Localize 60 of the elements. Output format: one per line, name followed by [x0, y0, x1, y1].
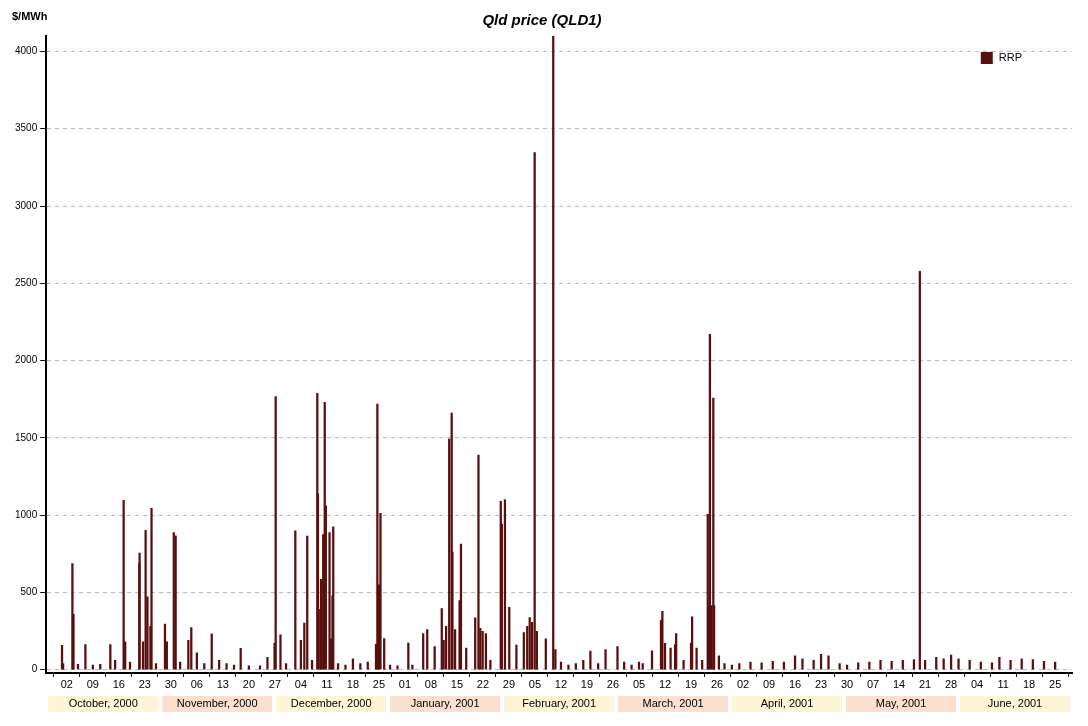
- x-tick-label: 27: [268, 678, 282, 691]
- x-tick-label: 30: [164, 678, 177, 691]
- x-tick-label: 14: [892, 678, 906, 691]
- x-tick-label: 26: [710, 678, 724, 691]
- x-tick-label: 12: [658, 678, 672, 691]
- x-tick-label: 16: [788, 678, 802, 691]
- x-tick-label: 04: [970, 678, 984, 691]
- x-tick-label: 30: [840, 678, 854, 691]
- x-tick-label: 02: [736, 678, 750, 691]
- y-tick-label: 0: [31, 663, 38, 675]
- x-tick-label: 09: [86, 678, 99, 691]
- x-tick-label: 19: [580, 678, 594, 691]
- x-tick-label: 11: [321, 678, 333, 691]
- text: December, 2000: [290, 697, 372, 710]
- text: March, 2001: [642, 697, 704, 710]
- x-tick-label: 21: [918, 678, 932, 691]
- y-tick-label: 3000: [15, 199, 38, 211]
- text: November, 2000: [176, 697, 258, 710]
- x-tick-label: 25: [1049, 678, 1062, 691]
- x-tick-label: 18: [1023, 678, 1036, 691]
- y-tick-label: 1000: [15, 508, 38, 520]
- x-tick-label: 20: [242, 678, 256, 691]
- x-tick-label: 12: [554, 678, 568, 691]
- text: April, 2001: [760, 697, 814, 710]
- y-tick-label: 4000: [15, 45, 38, 57]
- chart-title: Qld price (QLD1): [482, 11, 602, 29]
- x-tick-label: 26: [606, 678, 620, 691]
- x-tick-label: 07: [866, 678, 880, 691]
- y-tick-label: 1500: [15, 431, 38, 443]
- y-tick-label: 500: [20, 586, 38, 598]
- x-tick-label: 04: [294, 678, 308, 691]
- x-tick-label: 28: [944, 678, 958, 691]
- x-tick-label: 09: [762, 678, 776, 691]
- x-tick-label: 05: [528, 678, 542, 691]
- x-tick-label: 02: [60, 678, 73, 691]
- legend-label: RRP: [998, 51, 1023, 64]
- x-tick-label: 18: [346, 678, 360, 691]
- y-tick-label: 3500: [15, 122, 38, 134]
- y-tick-label: 2500: [15, 277, 38, 289]
- x-tick-label: 15: [450, 678, 464, 691]
- text: June, 2001: [987, 697, 1043, 710]
- text: January, 2001: [410, 697, 480, 710]
- text: October, 2000: [68, 697, 138, 710]
- text: May, 2001: [875, 697, 927, 710]
- x-tick-label: 16: [112, 678, 125, 691]
- y-axis-title: $/MWh: [12, 10, 48, 22]
- x-tick-label: 22: [476, 678, 490, 691]
- x-tick-label: 08: [424, 678, 438, 691]
- x-tick-label: 13: [216, 678, 229, 691]
- x-tick-label: 25: [372, 678, 386, 691]
- x-tick-label: 06: [190, 678, 203, 691]
- x-tick-label: 23: [814, 678, 828, 691]
- x-tick-label: 01: [398, 678, 412, 691]
- x-tick-label: 23: [138, 678, 151, 691]
- text: February, 2001: [522, 697, 597, 710]
- x-tick-label: 05: [632, 678, 646, 691]
- x-tick-label: 11: [997, 678, 1009, 691]
- y-tick-label: 2000: [15, 354, 38, 366]
- x-tick-label: 19: [684, 678, 698, 691]
- x-tick-label: 29: [502, 678, 516, 691]
